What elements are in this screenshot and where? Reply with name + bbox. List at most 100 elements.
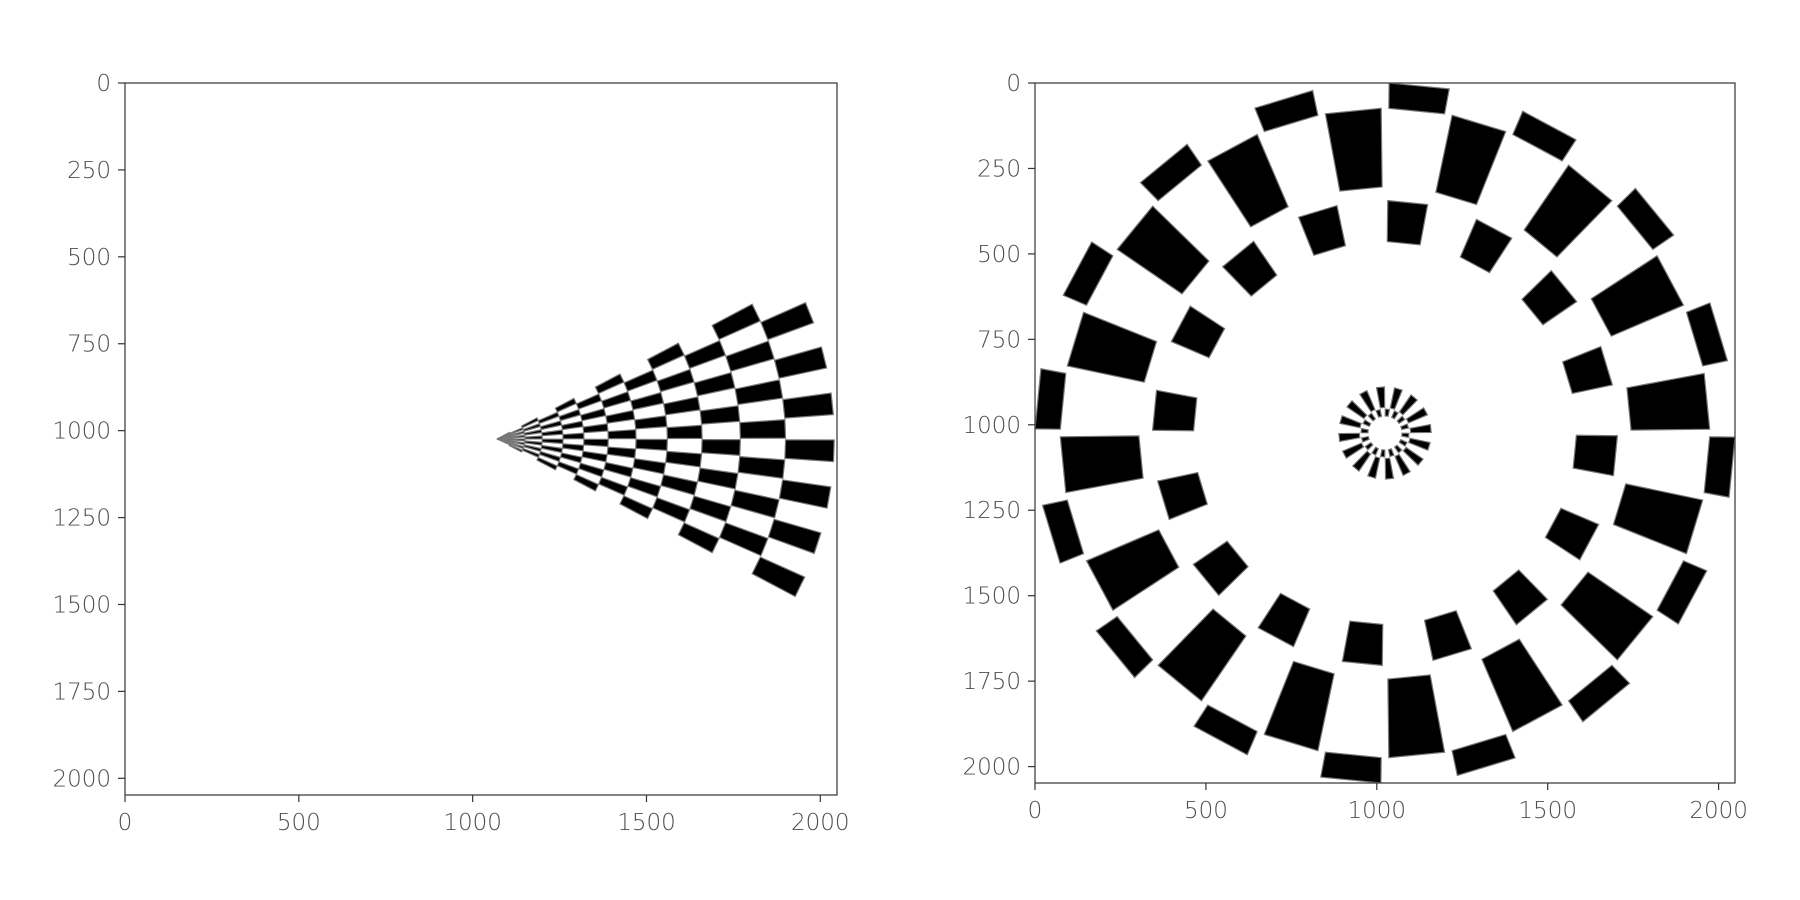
checker-cell [1206,133,1289,228]
y-tick-label: 1750 [52,679,111,705]
checker-cell [597,476,629,497]
checker-cell [760,301,815,341]
left-image-plot: 0 500 1000 1500 2000 0 250 500 750 1000 1250 1500 1… [52,71,849,836]
checker-cell [739,419,787,439]
checker-cell [1521,269,1578,326]
checker-cell [541,429,564,437]
checker-cell [603,461,634,478]
y-tick-label: 0 [1006,71,1021,97]
checker-cell [605,409,636,424]
checker-cell [583,438,609,448]
checker-cell [1408,437,1431,451]
checker-cell [711,303,762,341]
checker-cell [1364,441,1374,451]
checker-cell [1400,423,1410,431]
checker-cell [1041,499,1085,564]
checker-cell [619,495,654,520]
checker-cell [1388,82,1450,115]
checker-cell [677,522,720,554]
checker-cell [554,397,578,413]
checker-cell [656,368,695,393]
y-tick-label: 500 [67,245,111,271]
checker-cell [1320,751,1382,784]
checker-cell [773,346,828,379]
y-tick-label: 1250 [962,498,1021,524]
checker-cell [1034,368,1067,430]
checker-cell [508,443,524,453]
checker-cell [646,342,685,371]
y-tick-label: 750 [977,327,1021,353]
checker-cell [582,423,609,434]
right-y-axis: 0 250 500 750 1000 1250 1500 1750 2000 [962,71,1035,781]
checker-cell [1371,446,1380,456]
checker-cell [1481,638,1564,733]
checker-cell [1523,164,1613,258]
y-tick-label: 1500 [52,592,111,618]
checker-cell [1358,389,1376,413]
checker-cell [1157,608,1247,702]
x-tick-label: 0 [118,810,133,836]
checker-cell [1095,615,1154,679]
checker-cell [1685,302,1729,367]
checker-cell [581,450,608,463]
checker-cell [1338,432,1361,443]
checker-cell [1375,386,1386,409]
y-tick-label: 1250 [52,506,111,532]
checker-cell [1612,483,1704,555]
left-checkerboard-fan [496,301,835,598]
checker-cell [575,393,603,410]
checker-cell [1560,571,1654,661]
checker-cell [1170,305,1226,359]
checker-cell [1402,446,1424,467]
checker-cell [1257,592,1311,648]
checker-cell [540,444,564,454]
checker-cell [560,420,584,431]
checker-cell [693,371,736,397]
x-tick-label: 1500 [617,810,676,836]
checker-cell [1451,733,1516,777]
checker-cell [778,479,832,509]
checker-cell [1059,435,1144,494]
checker-cell [1367,456,1381,479]
checker-cell [1567,664,1631,723]
x-tick-label: 500 [277,810,321,836]
checker-cell [784,439,835,463]
checker-cell [1384,457,1395,480]
y-tick-label: 250 [977,156,1021,182]
checker-cell [782,392,834,419]
checker-cell [1324,107,1383,192]
checker-cell [510,438,526,442]
x-tick-label: 2000 [1689,798,1748,824]
checker-cell [1263,660,1335,752]
checker-cell [635,438,668,452]
checker-cell [660,474,699,496]
x-tick-label: 0 [1028,798,1043,824]
checker-cell [751,556,806,598]
checker-cell [1590,254,1685,337]
checker-cell [1561,345,1614,395]
checker-cell [1409,423,1432,434]
checker-cell [1351,450,1372,472]
y-tick-label: 250 [67,158,111,184]
checker-cell [541,438,564,445]
checker-cell [1221,240,1278,297]
y-tick-label: 1000 [52,419,111,445]
checker-cell [767,518,822,555]
checker-cell [689,495,732,523]
checker-cell [734,379,784,406]
checker-cell [701,438,741,456]
checker-cell [606,446,637,459]
checker-cell [1346,399,1368,420]
y-tick-label: 0 [96,71,111,97]
right-axes-frame [1034,82,1736,784]
checker-cell [1386,199,1429,246]
checker-cell [579,407,607,422]
checker-cell [1156,471,1209,521]
y-tick-label: 750 [67,332,111,358]
checker-cell [1387,448,1395,458]
checker-cell [561,443,585,452]
checker-cell [1435,114,1507,206]
checker-cell [1362,419,1372,428]
checker-cell [1398,438,1408,447]
